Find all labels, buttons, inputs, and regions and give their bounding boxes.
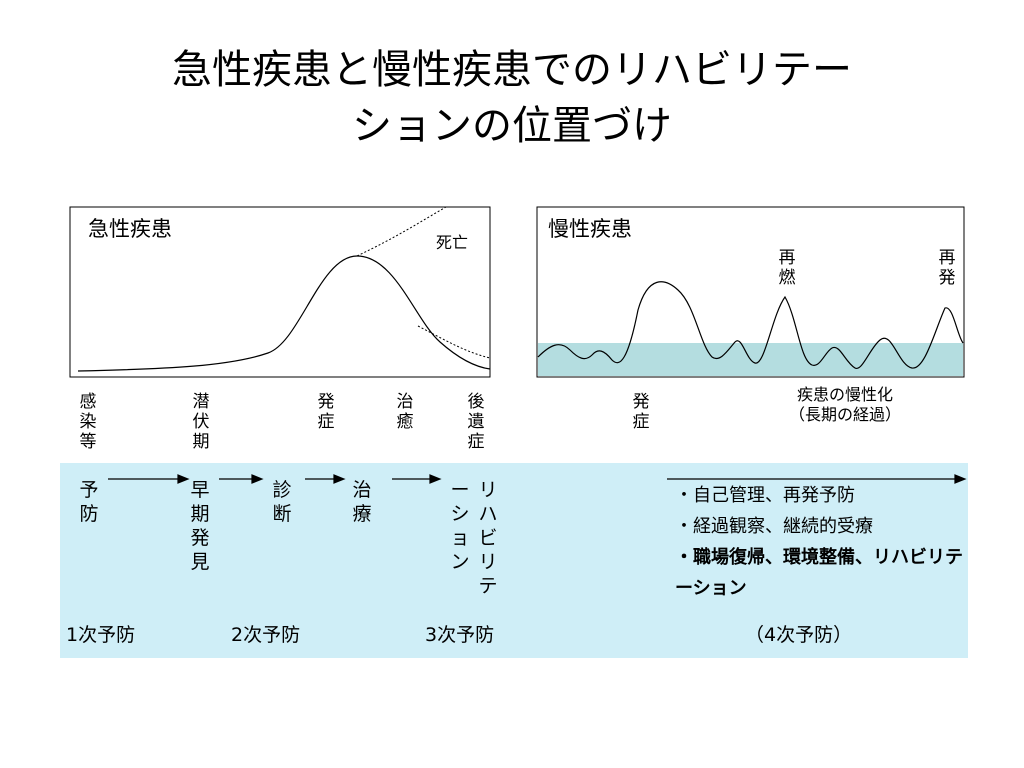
chronic-onset: 発症 bbox=[632, 392, 650, 432]
chronicization-line-1: 疾患の慢性化 bbox=[796, 385, 893, 404]
sequelae-dotted-line bbox=[417, 325, 491, 359]
stage-sequelae: 後遺症 bbox=[467, 392, 485, 452]
death-dotted-line bbox=[356, 206, 447, 257]
step-rehabilitation: リハビリテ ーション bbox=[448, 478, 508, 598]
measure-follow-up: ・経過観察、継続的受療 bbox=[675, 516, 873, 537]
step-early-detection: 早期発見 bbox=[190, 479, 210, 573]
arrow-head-2 bbox=[251, 474, 264, 484]
chronic-measures: ・自己管理、再発予防 ・経過観察、継続的受療 ・職場復帰、環境整備、リハビリテー… bbox=[675, 480, 965, 604]
chronic-label: 慢性疾患 bbox=[548, 217, 632, 241]
prevention-band bbox=[60, 463, 968, 658]
arrow-head-3 bbox=[333, 474, 346, 484]
tertiary-prevention: 3次予防 bbox=[425, 624, 495, 646]
stage-onset: 発症 bbox=[317, 392, 335, 432]
measure-self-management: ・自己管理、再発予防 bbox=[675, 485, 855, 506]
quaternary-prevention: （4次予防） bbox=[745, 624, 853, 646]
stage-incubation: 潜伏期 bbox=[192, 392, 210, 452]
secondary-prevention: 2次予防 bbox=[231, 624, 301, 646]
chronic-disease-curve bbox=[537, 281, 964, 369]
acute-label: 急性疾患 bbox=[88, 217, 172, 241]
step-prevention: 予防 bbox=[79, 479, 99, 525]
page-title: 急性疾患と慢性疾患でのリハビリテー ションの位置づけ bbox=[0, 42, 1024, 154]
step-diagnosis: 診断 bbox=[272, 479, 292, 525]
stage-recovery: 治癒 bbox=[396, 392, 414, 432]
chronicization-label: 疾患の慢性化 （長期の経過） bbox=[760, 385, 930, 425]
primary-prevention: 1次予防 bbox=[66, 624, 136, 646]
relapse-label: 再燃 bbox=[778, 248, 796, 288]
recurrence-label: 再発 bbox=[938, 248, 956, 288]
arrow-head-5 bbox=[954, 474, 967, 484]
rehab-column-1: リハビリテ bbox=[478, 479, 498, 597]
arrow-head-4 bbox=[429, 474, 442, 484]
death-label: 死亡 bbox=[436, 233, 469, 252]
arrow-head-1 bbox=[177, 474, 190, 484]
acute-disease-curve bbox=[77, 255, 491, 372]
chronic-panel-frame bbox=[536, 206, 965, 378]
acute-panel-frame bbox=[69, 206, 491, 378]
stage-infection: 感染等 bbox=[79, 392, 97, 452]
title-line-1: 急性疾患と慢性疾患でのリハビリテー bbox=[172, 47, 852, 93]
title-line-2: ションの位置づけ bbox=[352, 103, 672, 149]
rehab-column-2: ーション bbox=[450, 479, 470, 573]
chronicization-line-2: （長期の経過） bbox=[788, 405, 901, 424]
step-treatment: 治療 bbox=[352, 479, 372, 525]
measure-return-to-work: ・職場復帰、環境整備、リハビリテーション bbox=[675, 547, 963, 599]
